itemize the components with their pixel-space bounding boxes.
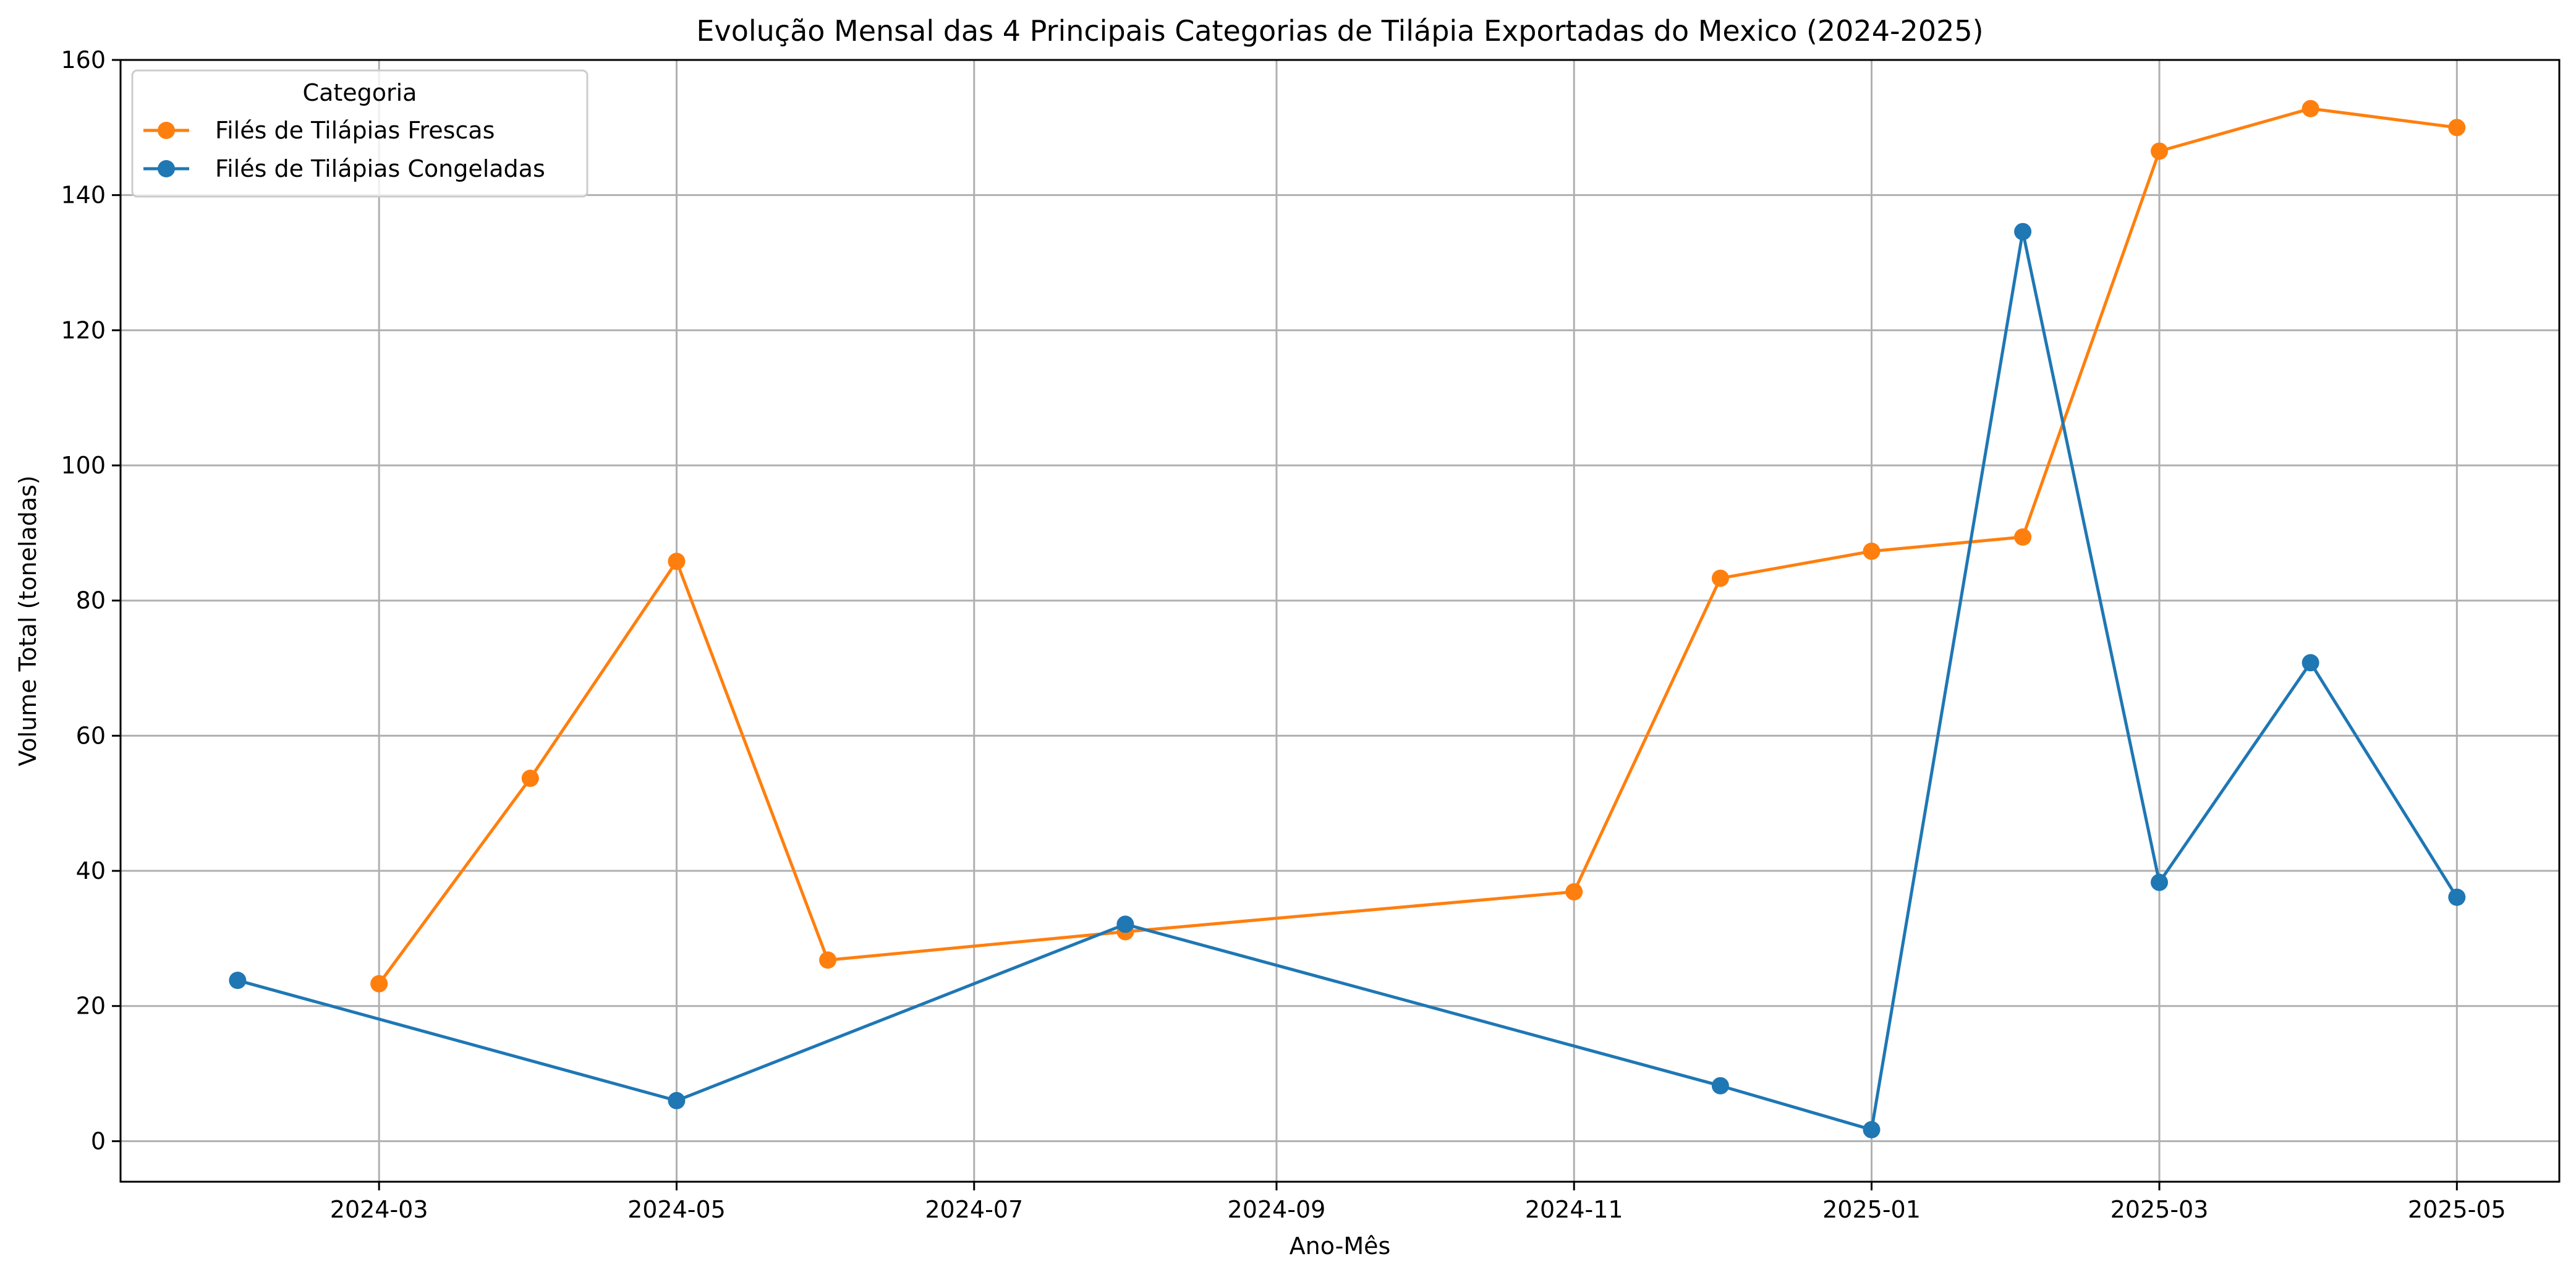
data-point: [1565, 883, 1583, 901]
data-point: [1116, 915, 1134, 933]
data-point: [2302, 100, 2319, 117]
x-axis-label: Ano-Mês: [1290, 1232, 1391, 1260]
y-tick-label: 0: [91, 1127, 106, 1155]
data-point: [2014, 223, 2032, 240]
data-point: [1863, 542, 1881, 560]
legend-title: Categoria: [303, 79, 417, 106]
series-2: [229, 223, 2466, 1138]
data-point: [668, 553, 686, 570]
y-tick-label: 40: [76, 857, 106, 884]
legend-label: Filés de Tilápias Frescas: [215, 117, 495, 144]
legend-item: Filés de Tilápias Congeladas: [143, 155, 545, 182]
y-tick-label: 160: [61, 46, 106, 74]
legend-item: Filés de Tilápias Frescas: [143, 117, 495, 144]
data-point: [521, 769, 539, 787]
y-tick-label: 100: [61, 452, 106, 479]
legend-box: [131, 69, 589, 198]
x-tick-label: 2025-01: [1822, 1196, 1921, 1223]
legend-marker: [158, 122, 175, 139]
x-tick-label: 2025-03: [2111, 1196, 2209, 1223]
series-1: [370, 100, 2466, 993]
y-tick-label: 140: [61, 182, 106, 209]
data-point: [819, 951, 837, 969]
plot-area-frame: [119, 59, 2561, 1183]
legend-items: Filés de Tilápias Frescas Filés de Tilápi…: [143, 117, 545, 182]
legend-label: Filés de Tilápias Congeladas: [215, 155, 545, 182]
series-line: [378, 107, 2457, 985]
data-point: [1711, 569, 1729, 587]
data-point: [1711, 1077, 1729, 1095]
axis-ticks: 0 20 40 60 80 100 120 140 160 2024-03 2024-05 2024-…: [61, 46, 2506, 1223]
y-axis-label: Volume Total (toneladas): [14, 475, 41, 766]
x-tick-label: 2024-05: [627, 1196, 726, 1223]
x-tick-label: 2024-07: [925, 1196, 1023, 1223]
y-tick-label: 80: [76, 587, 106, 614]
x-tick-label: 2024-09: [1228, 1196, 1326, 1223]
legend: Categoria Filés de Tilápias FrescasFilés…: [131, 69, 589, 198]
y-tick-label: 60: [76, 722, 106, 749]
data-point: [2151, 873, 2169, 891]
data-point: [668, 1091, 686, 1109]
data-point: [2448, 119, 2466, 137]
data-point: [1863, 1121, 1881, 1138]
data-point: [229, 972, 247, 990]
x-tick-label: 2024-03: [330, 1196, 428, 1223]
data-point: [2448, 888, 2466, 906]
data-point: [2014, 528, 2032, 546]
series-layer: [229, 100, 2466, 1138]
y-tick-label: 20: [76, 993, 106, 1020]
data-point: [2151, 142, 2169, 160]
y-tick-label: 120: [61, 316, 106, 344]
data-point: [370, 975, 388, 993]
data-point: [2302, 654, 2319, 672]
x-tick-label: 2024-11: [1525, 1196, 1623, 1223]
legend-marker: [158, 160, 175, 177]
chart-title: Evolução Mensal das 4 Principais Categor…: [696, 14, 1983, 48]
x-tick-label: 2025-05: [2408, 1196, 2506, 1223]
